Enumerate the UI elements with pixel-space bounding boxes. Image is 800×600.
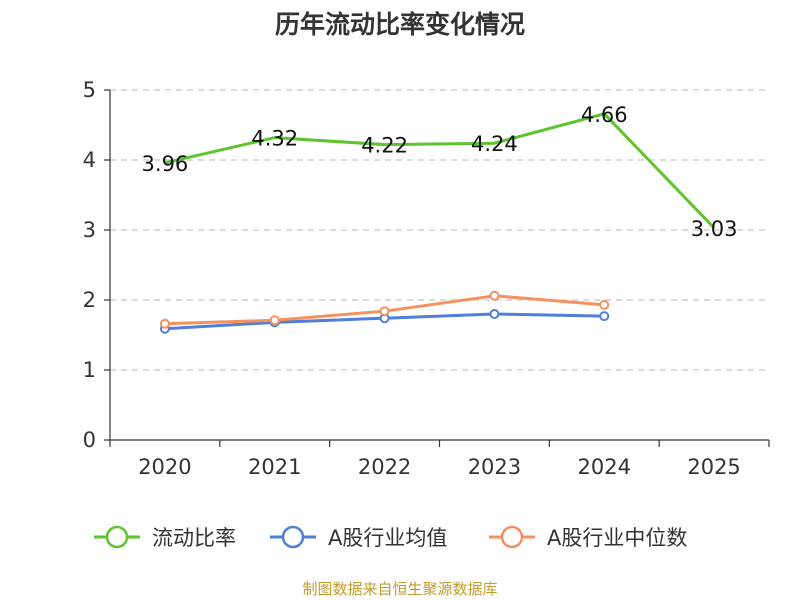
y-tick-label: 5 [83, 78, 96, 102]
legend-label: A股行业均值 [328, 526, 447, 550]
x-tick-label: 2021 [248, 455, 301, 479]
grid-lines [110, 89, 769, 371]
y-tick-label: 3 [83, 218, 96, 242]
data-label: 4.24 [471, 132, 518, 156]
x-tick-label: 2022 [358, 455, 411, 479]
series-current-ratio [164, 112, 716, 229]
legend-item: A股行业均值 [270, 525, 447, 550]
legend: 流动比率 A股行业均值 A股行业中位数 [94, 525, 687, 550]
axes: 0 1 2 3 4 5 2020 2021 2022 2023 2024 2025 [83, 78, 770, 479]
data-point [599, 311, 610, 322]
y-tick-label: 0 [83, 428, 96, 452]
y-tick-label: 2 [83, 288, 96, 312]
chart-title: 历年流动比率变化情况 [275, 10, 525, 39]
data-label: 4.22 [361, 134, 408, 158]
x-tick-label: 2020 [138, 455, 191, 479]
legend-marker [281, 525, 305, 549]
x-tick-label: 2025 [687, 455, 740, 479]
data-point [379, 306, 390, 317]
legend-item: A股行业中位数 [489, 525, 687, 550]
legend-label: A股行业中位数 [547, 526, 687, 550]
data-point [269, 315, 280, 326]
legend-marker [500, 525, 524, 549]
series-layer [159, 112, 716, 334]
data-labels: 3.96 4.32 4.22 4.24 4.66 3.03 [142, 103, 738, 241]
y-tick-label: 1 [83, 358, 96, 382]
legend-item: 流动比率 [94, 525, 236, 550]
data-point [159, 318, 170, 329]
source-note: 制图数据来自恒生聚源数据库 [302, 580, 498, 598]
y-tick-label: 4 [83, 148, 96, 172]
data-label: 3.03 [691, 217, 738, 241]
series-industry-median [159, 290, 610, 329]
data-label: 3.96 [142, 152, 189, 176]
x-tick-label: 2024 [578, 455, 631, 479]
legend-label: 流动比率 [152, 526, 236, 550]
series-line [164, 112, 716, 229]
data-label: 4.32 [251, 127, 298, 151]
data-point [489, 309, 500, 319]
data-point [599, 299, 610, 310]
legend-marker [105, 525, 129, 549]
data-point [489, 290, 500, 301]
data-label: 4.66 [581, 103, 628, 127]
x-tick-label: 2023 [468, 455, 521, 479]
